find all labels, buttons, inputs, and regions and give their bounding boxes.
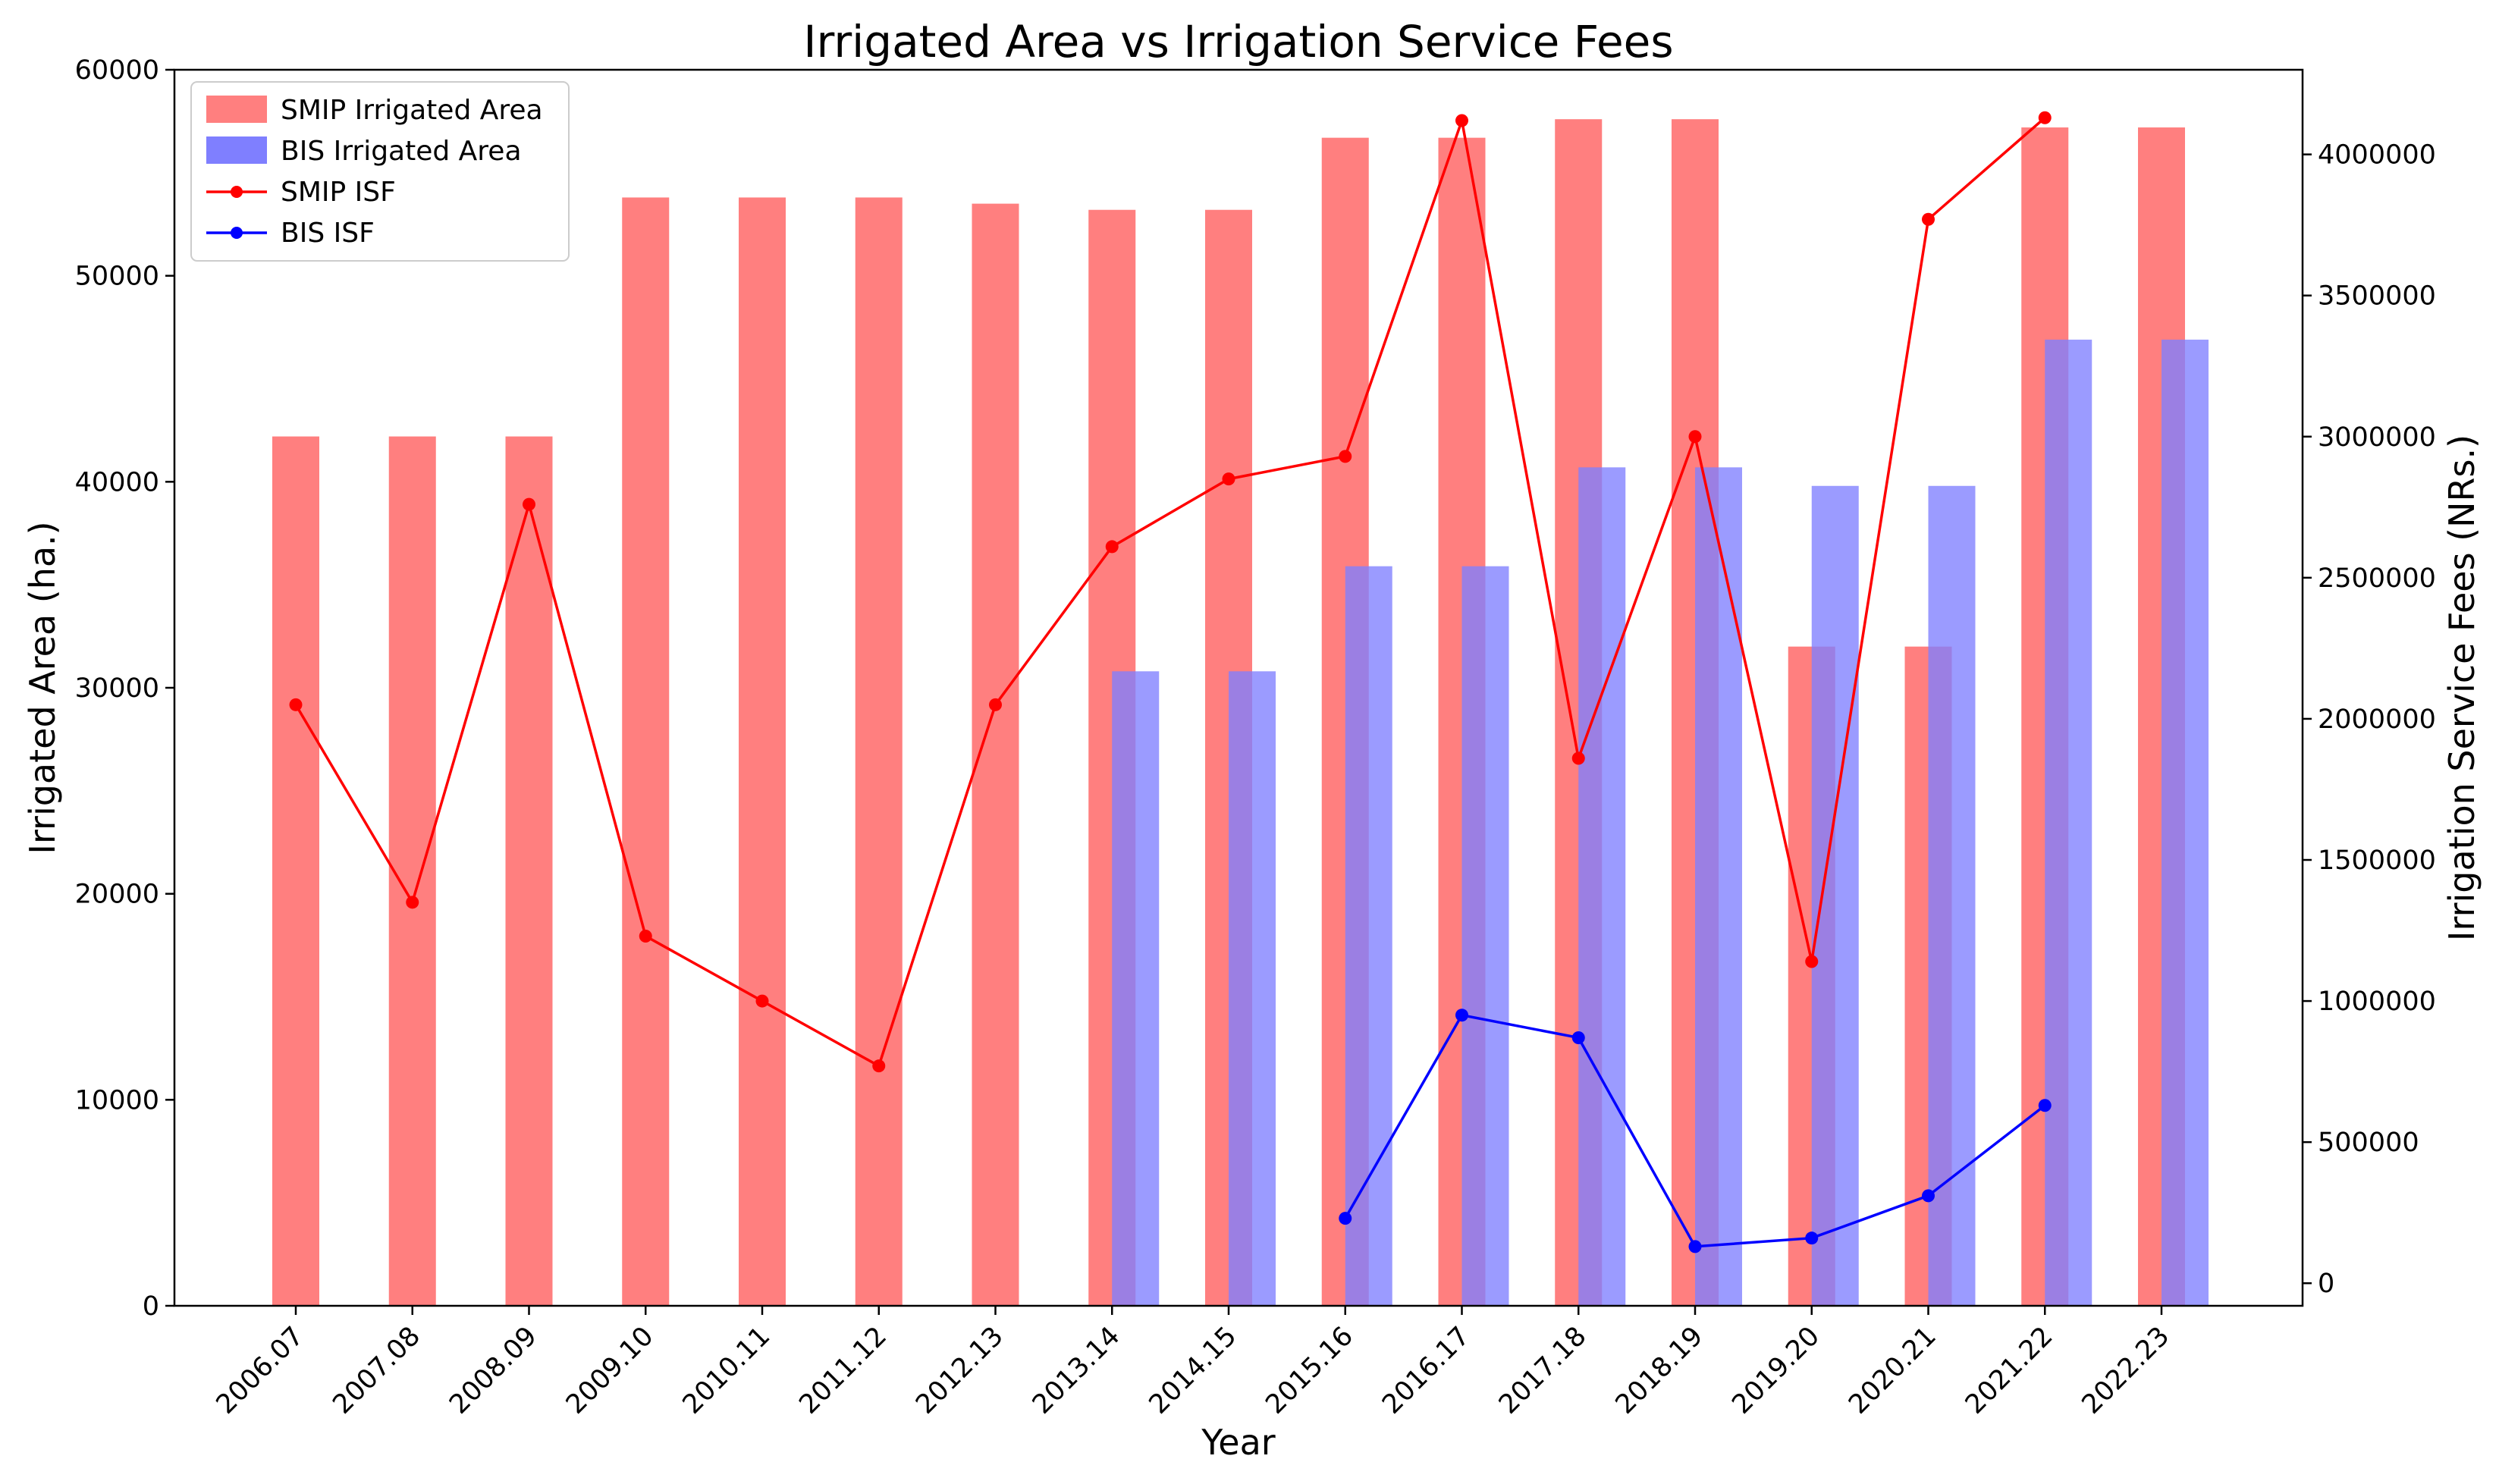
y-tick-label: 30000: [75, 673, 159, 704]
legend-label-bis-isf: BIS ISF: [281, 218, 375, 249]
legend-label-smip-area: SMIP Irrigated Area: [281, 95, 543, 126]
point-smip-isf: [1922, 212, 1935, 226]
x-axis-title: Year: [1201, 1422, 1275, 1463]
point-smip-isf: [1339, 450, 1352, 463]
bar-bis-area: [1112, 671, 1160, 1306]
point-smip-isf: [289, 698, 303, 711]
right-axis: 0 500000 1000000 1500000 2000000 2500000 30000…: [2303, 140, 2436, 1299]
point-smip-isf: [1805, 955, 1819, 968]
point-smip-isf: [406, 896, 419, 909]
point-smip-isf: [989, 698, 1002, 711]
bar-bis-area: [1578, 467, 1626, 1306]
isf-lines: [289, 111, 2052, 1253]
bar-smip-area: [272, 436, 319, 1306]
point-bis-isf: [1339, 1212, 1352, 1225]
y-axis-title: Irrigated Area (ha.): [22, 521, 63, 854]
bar-bis-area: [1345, 566, 1392, 1306]
bar-bis-area: [1928, 485, 1976, 1307]
bar-smip-area: [855, 197, 903, 1306]
y2-tick-label: 1000000: [2318, 987, 2436, 1017]
point-smip-isf: [755, 994, 769, 1008]
x-tick-label: 2018.19: [1610, 1321, 1709, 1420]
x-tick-label: 2012.13: [910, 1321, 1009, 1420]
y2-tick-label: 2500000: [2318, 563, 2436, 594]
bar-bis-area: [1229, 671, 1276, 1306]
y2-tick-label: 3500000: [2318, 281, 2436, 312]
x-tick-label: 2021.22: [1960, 1321, 2059, 1420]
x-tick-label: 2011.12: [793, 1321, 893, 1420]
point-bis-isf: [1455, 1009, 1468, 1022]
bar-bis-area: [1461, 566, 1509, 1306]
point-smip-isf: [1455, 114, 1468, 127]
bar-bis-area: [2162, 339, 2209, 1307]
x-tick-label: 2008.09: [444, 1321, 543, 1420]
x-tick-label: 2020.21: [1843, 1321, 1942, 1420]
x-tick-label: 2015.16: [1260, 1321, 1359, 1420]
line-smip-isf: [294, 115, 2046, 1068]
left-axis: 0 10000 20000 30000 40000 50000 60000: [75, 55, 174, 1322]
bar-bis-area: [1811, 485, 1859, 1307]
bar-smip-area: [739, 197, 786, 1306]
x-tick-label: 2019.20: [1726, 1321, 1826, 1420]
y-tick-label: 10000: [75, 1085, 159, 1115]
x-tick-label: 2013.14: [1027, 1321, 1126, 1420]
bar-smip-area: [505, 436, 553, 1306]
y2-tick-label: 0: [2318, 1269, 2334, 1299]
bar-bis-area: [2045, 339, 2092, 1307]
point-smip-isf: [639, 929, 652, 943]
legend-marker-bis-isf: [231, 227, 243, 239]
bar-bis-area: [1695, 467, 1742, 1306]
y-tick-label: 50000: [75, 262, 159, 292]
point-smip-isf: [523, 497, 535, 511]
x-tick-label: 2009.10: [560, 1321, 660, 1420]
point-bis-isf: [1922, 1189, 1935, 1203]
x-tick-label: 2014.15: [1144, 1321, 1243, 1420]
point-smip-isf: [1222, 472, 1235, 486]
x-tick-label: 2007.08: [327, 1321, 426, 1420]
point-bis-isf: [2038, 1099, 2052, 1112]
y2-tick-label: 500000: [2318, 1128, 2419, 1158]
point-bis-isf: [1571, 1031, 1585, 1044]
y-tick-label: 40000: [75, 467, 159, 497]
point-smip-isf: [1105, 540, 1119, 554]
point-smip-isf: [1571, 751, 1585, 765]
chart-title: Irrigated Area vs Irrigation Service Fee…: [803, 16, 1673, 67]
legend-label-smip-isf: SMIP ISF: [281, 177, 396, 208]
legend-marker-smip-isf: [231, 186, 243, 198]
legend: SMIP Irrigated Area BIS Irrigated Area S…: [190, 81, 570, 262]
point-smip-isf: [872, 1059, 886, 1073]
bar-smip-area: [622, 197, 670, 1306]
x-tick-label: 2022.23: [2077, 1321, 2176, 1420]
y-tick-label: 0: [143, 1291, 159, 1322]
legend-frame: [190, 81, 570, 262]
y2-tick-label: 2000000: [2318, 704, 2436, 735]
legend-label-bis-area: BIS Irrigated Area: [281, 136, 522, 167]
y2-tick-label: 4000000: [2318, 140, 2436, 171]
point-smip-isf: [2038, 111, 2052, 124]
legend-swatch-bis-area: [206, 136, 267, 164]
point-smip-isf: [1688, 430, 1702, 444]
y-tick-label: 60000: [75, 55, 159, 86]
y2-tick-label: 3000000: [2318, 422, 2436, 453]
y2-tick-label: 1500000: [2318, 846, 2436, 876]
x-tick-label: 2006.07: [211, 1321, 310, 1420]
y-tick-label: 20000: [75, 880, 159, 910]
x-tick-label: 2010.11: [677, 1321, 777, 1420]
point-bis-isf: [1688, 1240, 1702, 1253]
x-tick-label: 2017.18: [1493, 1321, 1593, 1420]
x-tick-label: 2016.17: [1377, 1321, 1476, 1420]
point-bis-isf: [1805, 1231, 1819, 1245]
x-axis: 2006.07 2007.08 2008.09 2009.10 2010.11 2011.…: [211, 1306, 2176, 1420]
legend-swatch-smip-area: [206, 96, 267, 123]
bar-smip-area: [388, 436, 436, 1306]
y2-axis-title: Irrigation Service Fees (NRs.): [2441, 435, 2482, 941]
